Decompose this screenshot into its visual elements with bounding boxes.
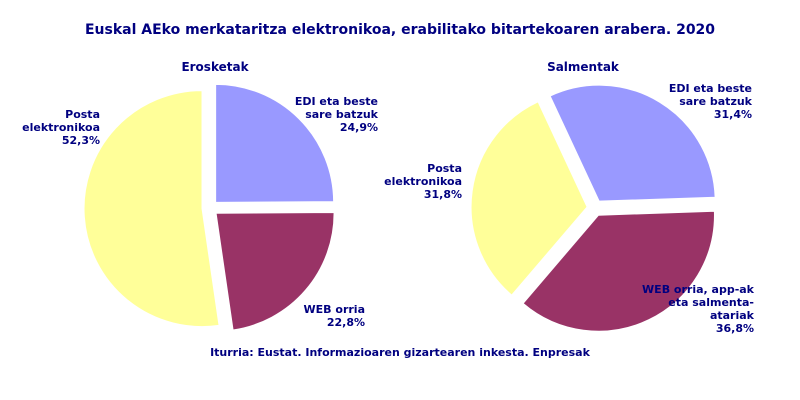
pie-title: Salmentak — [547, 60, 619, 74]
slice-category: Posta elektronikoa — [22, 108, 100, 134]
pie-slice — [215, 211, 335, 331]
slice-category: EDI eta beste sare batzuk — [294, 95, 378, 121]
title: Euskal AEko merkataritza elektronikoa, e… — [84, 22, 716, 38]
pie-slice — [215, 83, 335, 203]
slice-label: EDI eta beste sare batzuk 24,9% — [278, 95, 378, 134]
slice-value: 22,8% — [326, 316, 365, 329]
source: Iturria: Eustat. Informazioaren gizartea… — [210, 346, 590, 359]
slice-value: 31,8% — [423, 188, 462, 201]
slice-value: 24,9% — [339, 121, 378, 134]
pie-slice — [522, 210, 715, 332]
slice-value: 31,4% — [713, 108, 752, 121]
slice-label: WEB orria, app-ak eta salmenta-atariak 36… — [642, 283, 754, 335]
slice-category: EDI eta beste sare batzuk — [668, 82, 752, 108]
pie-slice — [83, 90, 220, 328]
slice-category: WEB orria — [303, 303, 365, 316]
slice-label: Posta elektronikoa 52,3% — [10, 108, 100, 147]
slice-label: Posta elektronikoa 31,8% — [372, 162, 462, 201]
pie-slice — [549, 84, 716, 202]
slice-label: WEB orria 22,8% — [270, 303, 365, 329]
slice-value: 52,3% — [61, 134, 100, 147]
pie-slice — [470, 101, 588, 296]
slice-value: 36,8% — [715, 322, 754, 335]
pie-title: Erosketak — [181, 60, 249, 74]
slice-category: Posta elektronikoa — [384, 162, 462, 188]
slice-category: WEB orria, app-ak eta salmenta-atariak — [642, 283, 754, 322]
slice-label: EDI eta beste sare batzuk 31,4% — [652, 82, 752, 121]
